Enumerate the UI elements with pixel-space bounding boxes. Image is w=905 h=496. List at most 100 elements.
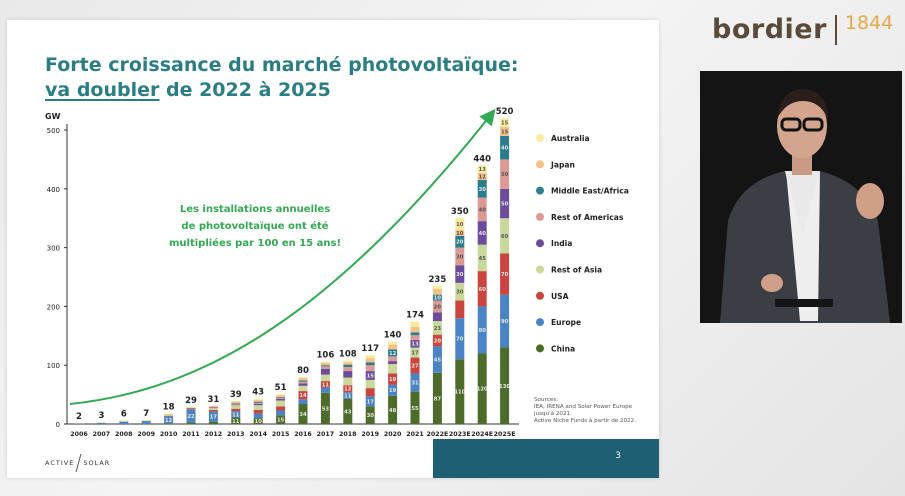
bar-segment [410, 373, 420, 392]
bar-segment [410, 326, 420, 333]
bar-segment [298, 380, 308, 382]
bar-segment [119, 420, 129, 422]
legend-swatch [536, 212, 544, 221]
bar-segment [432, 285, 442, 289]
x-tick-label: 2024E [471, 431, 493, 438]
segment-label: 110 [454, 390, 465, 396]
bar-segment [208, 407, 218, 409]
bar-segment [500, 347, 510, 424]
segment-label: 11 [322, 382, 330, 388]
bar-segment [186, 422, 196, 424]
bar-total-label: 108 [339, 349, 357, 359]
segment-label: 23 [434, 326, 442, 332]
annotation-line: Les installations annuelles [180, 204, 330, 215]
stacked-bar-chart: GW 0 100 200 300 400 500 2 2006 3 2007 6 2008 7 2009… [45, 107, 629, 438]
bar-segment [343, 362, 353, 365]
bar-segment [432, 312, 442, 322]
segment-label: 70 [501, 272, 509, 278]
speaker-image [700, 71, 902, 323]
bar-segment [298, 383, 308, 386]
segment-label: 10 [456, 222, 464, 228]
bar-segment [432, 372, 442, 424]
segment-label: 60 [501, 234, 509, 240]
bar-segment [388, 341, 398, 345]
segment-label: 27 [411, 363, 419, 369]
bar-segment [276, 400, 286, 407]
segment-label: 11 [232, 419, 240, 425]
segment-label: 11 [232, 412, 240, 418]
bar-segment [119, 421, 129, 424]
bar-segment [455, 229, 465, 236]
segment-label: 12 [344, 387, 352, 393]
legend-label: Europe [551, 318, 581, 327]
legend-label: USA [551, 292, 569, 301]
bar-segment [455, 282, 465, 301]
y-tick-label: 300 [47, 245, 60, 253]
segment-label: 12 [389, 351, 397, 357]
bar-segment [186, 409, 196, 423]
bar-total-label: 440 [473, 154, 491, 164]
bar-total-label: 2 [76, 412, 82, 422]
x-tick-label: 2014 [249, 431, 267, 438]
bar-segment [455, 265, 465, 283]
segment-label: 17 [367, 399, 375, 405]
bar-segment [253, 402, 263, 405]
bar-segment [253, 399, 263, 402]
segment-label: 90 [501, 319, 509, 325]
bar-total-label: 31 [207, 395, 219, 405]
bar-segment [119, 421, 129, 422]
bar-segment [500, 294, 510, 348]
bar-segment [208, 421, 218, 424]
segment-label: 50 [501, 202, 509, 208]
segment-label: 20 [434, 304, 442, 310]
sources-note: Sources: IEA, IRENA and Solar Power Euro… [534, 397, 636, 425]
segment-label: 15 [501, 121, 509, 127]
bar-segment [208, 406, 218, 408]
bar-segment [253, 413, 263, 419]
bar-segment [164, 414, 174, 416]
x-tick-label: 2007 [93, 431, 111, 438]
segment-label: 45 [479, 256, 487, 262]
bar-total-label: 174 [406, 311, 424, 321]
bar-segment [343, 360, 353, 363]
segment-label: 17 [411, 351, 419, 357]
bar-segment [477, 353, 487, 424]
bar-segment [164, 416, 174, 424]
segment-label: 30 [456, 254, 464, 260]
bar-segment [141, 421, 151, 424]
bordier-logo: bordier 1844 [712, 12, 893, 46]
bar-segment [477, 221, 487, 245]
bar-total-label: 43 [252, 388, 264, 398]
bar-segment [343, 371, 353, 378]
bar-segment [388, 344, 398, 350]
bar-total-label: 3 [98, 411, 104, 421]
bar-segment [455, 300, 465, 319]
segment-label: 45 [434, 358, 442, 364]
bar-segment [231, 404, 241, 406]
bar-segment [208, 409, 218, 412]
annotation-line: de photovoltaïque ont été [181, 220, 328, 232]
bar-segment [276, 395, 286, 397]
x-tick-label: 2010 [160, 431, 178, 438]
bar-segment [500, 118, 510, 128]
bar-segment [343, 377, 353, 386]
x-tick-label: 2008 [115, 431, 133, 438]
bar-total-label: 235 [429, 275, 447, 285]
segment-label: 10 [434, 296, 442, 302]
bar-segment [410, 357, 420, 374]
bar-segment [208, 408, 218, 410]
bar-segment [343, 398, 353, 424]
segment-label: 19 [389, 388, 397, 394]
x-tick-label: 2020 [384, 431, 402, 438]
bar-segment [276, 397, 286, 399]
bar-segment [365, 396, 375, 407]
segment-label: 10 [255, 419, 263, 425]
bar-segment [477, 165, 487, 173]
segment-label: 53 [322, 406, 330, 412]
bar-segment [164, 423, 174, 425]
logo-text-left: ACTIVE [45, 459, 75, 467]
slide-title: Forte croissance du marché photovoltaïqu… [45, 53, 518, 103]
bar-segment [74, 423, 84, 425]
segment-label: 31 [411, 381, 419, 387]
bar-segment [276, 406, 286, 411]
